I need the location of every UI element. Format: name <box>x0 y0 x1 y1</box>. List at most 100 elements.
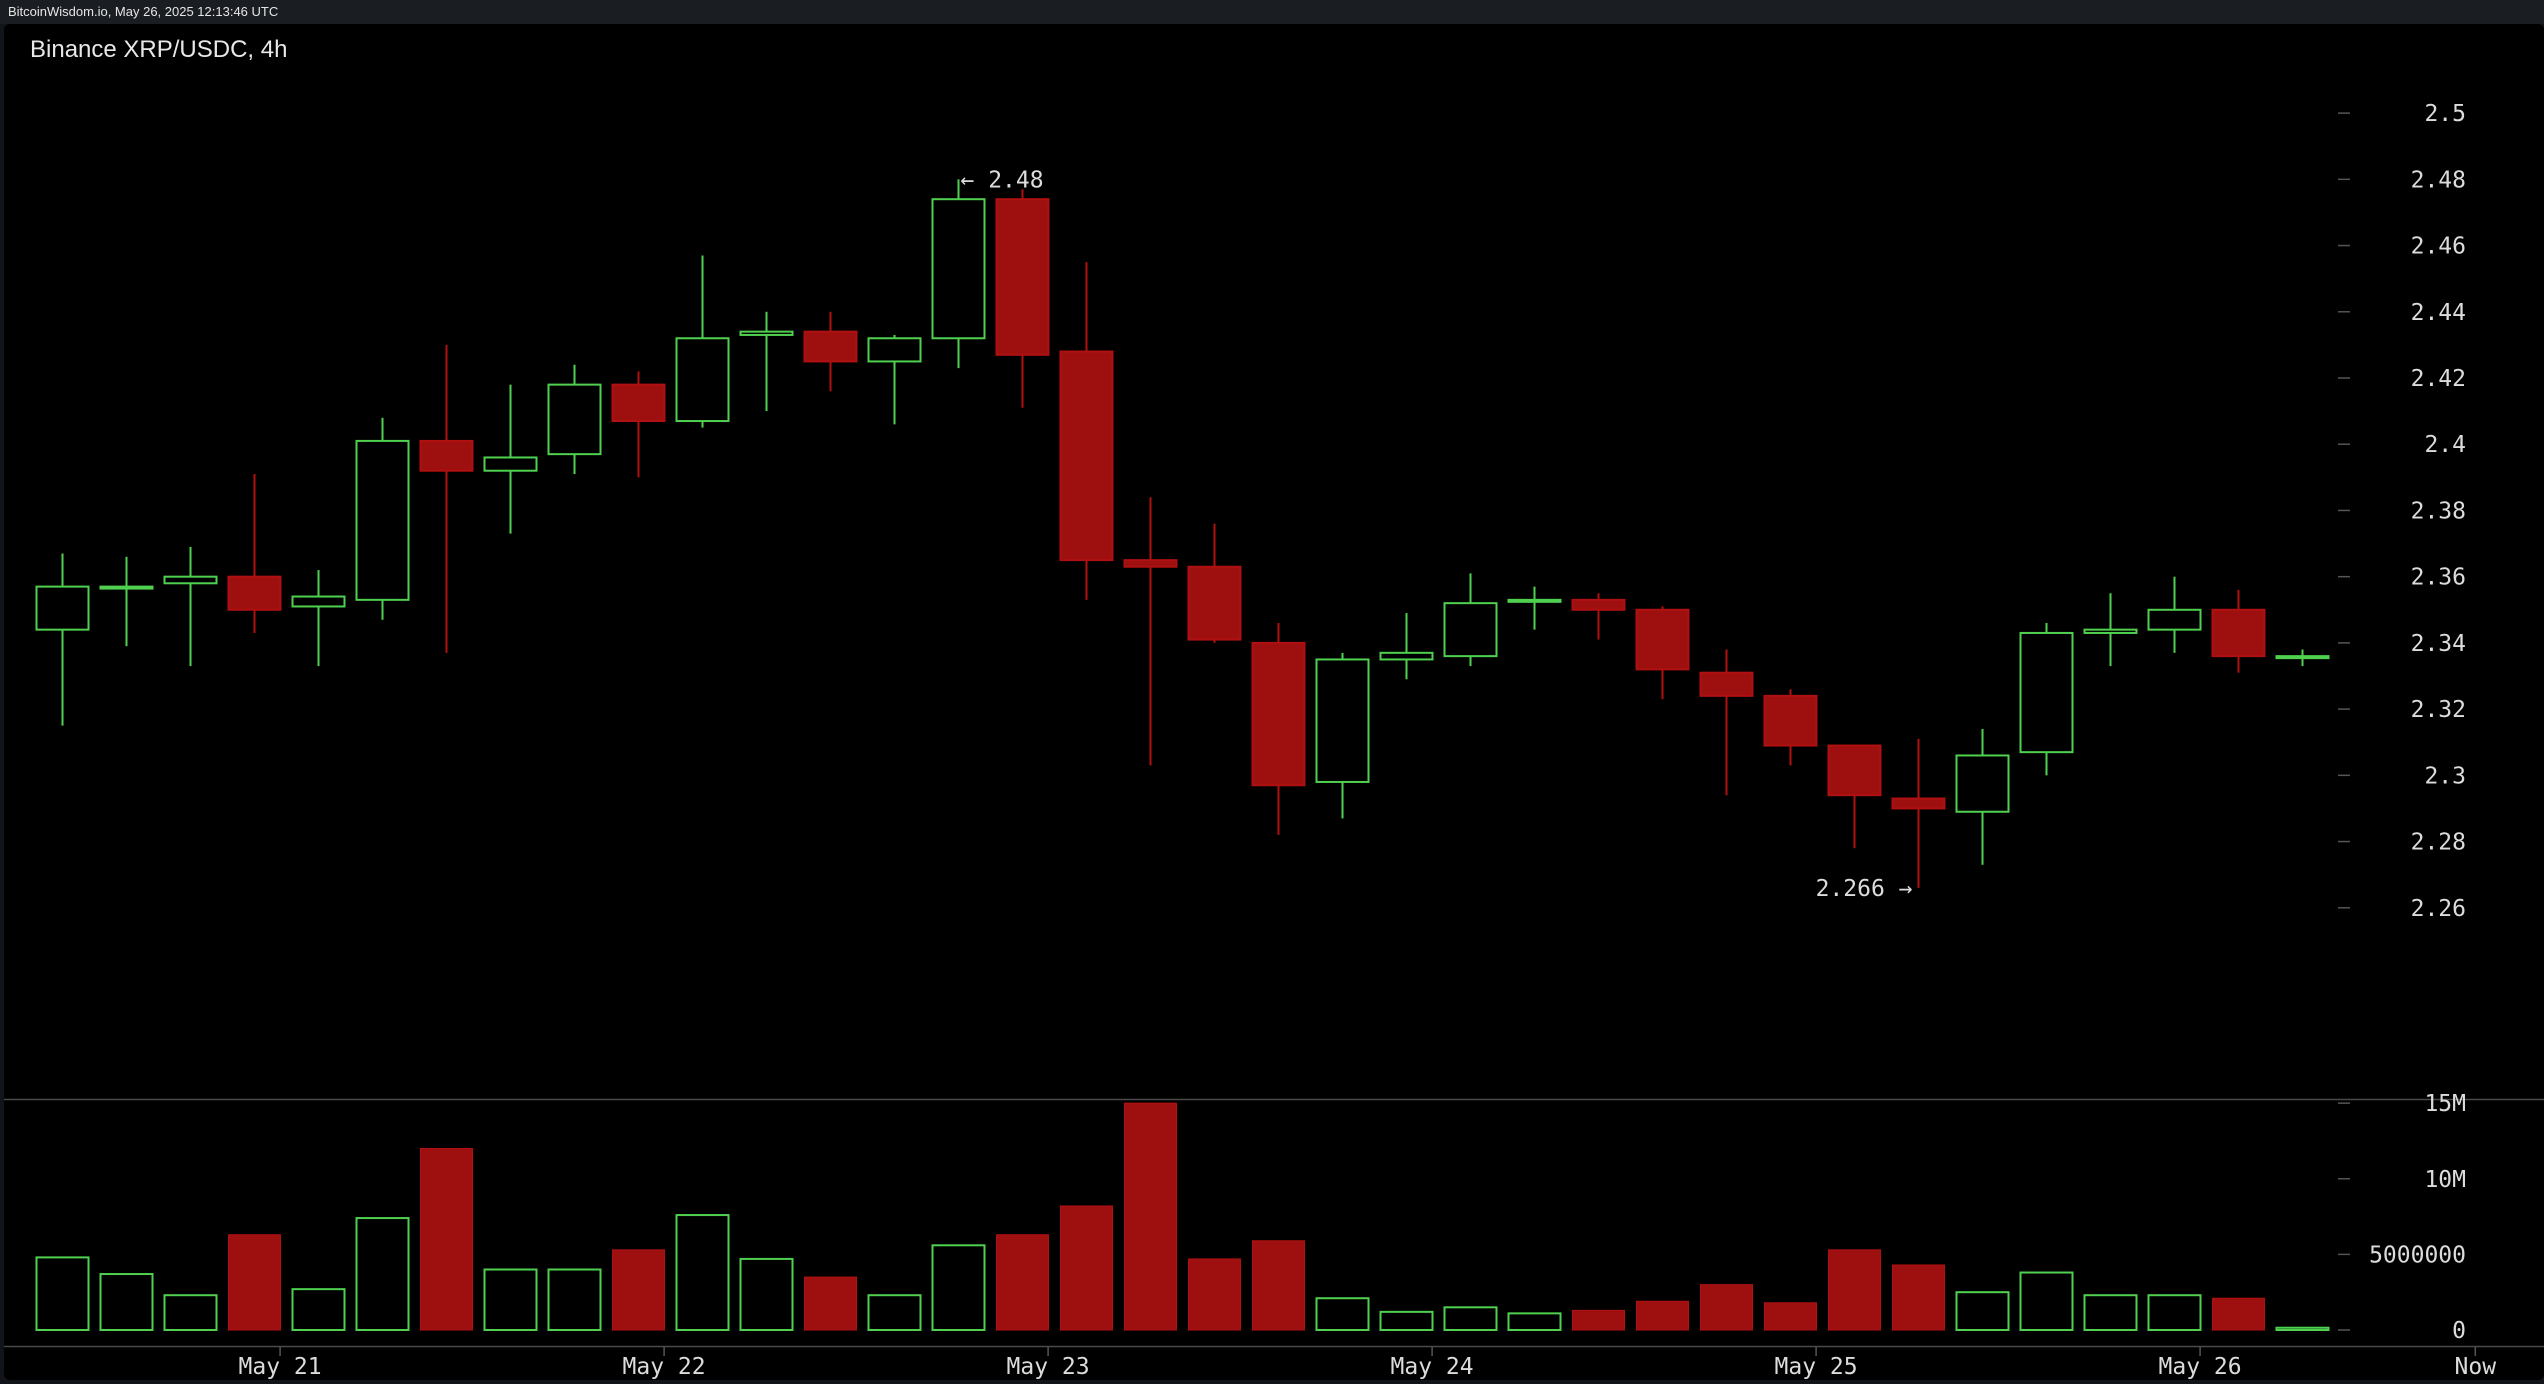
volume-tick-label: 5000000 <box>2369 1242 2466 1268</box>
candle-body <box>1379 651 1434 661</box>
x-tick-label: May 24 <box>1391 1354 1474 1380</box>
volume-bar-down <box>1700 1284 1753 1331</box>
volume-tick-label: 15M <box>2424 1091 2466 1117</box>
volume-bar-up <box>291 1288 346 1331</box>
candle-body <box>2019 631 2074 754</box>
volume-bar-up <box>547 1268 602 1331</box>
volume-bar-up <box>99 1273 154 1331</box>
volume-bar-up <box>2147 1294 2202 1332</box>
candle-up <box>867 334 922 425</box>
candle-up <box>739 311 794 412</box>
candle-body <box>419 439 474 472</box>
price-tick-label: 2.38 <box>2411 498 2466 524</box>
candle-body <box>2083 628 2138 634</box>
candle-body <box>1251 641 1306 787</box>
candle-body <box>611 383 666 423</box>
candle-up <box>1507 586 1562 630</box>
candle-down <box>227 474 282 633</box>
price-tick-label: 2.4 <box>2424 432 2466 458</box>
price-tick-label: 2.3 <box>2424 763 2466 789</box>
candle-body <box>995 198 1050 356</box>
price-tick-label: 2.44 <box>2411 300 2466 326</box>
volume-bar-up <box>355 1217 410 1331</box>
volume-bar-down <box>996 1234 1049 1331</box>
candle-up <box>1315 652 1370 819</box>
price-tick-label: 2.36 <box>2411 565 2466 591</box>
top-bar: BitcoinWisdom.io, May 26, 2025 12:13:46 … <box>0 0 2544 24</box>
candle-down <box>1699 649 1754 796</box>
volume-bar-down <box>1188 1258 1241 1331</box>
volume-bar-down <box>420 1148 473 1331</box>
price-tick-label: 2.28 <box>2411 830 2466 856</box>
source-line: BitcoinWisdom.io, May 26, 2025 12:13:46 … <box>8 4 279 19</box>
candle-body <box>1699 671 1754 697</box>
volume-bar-down <box>804 1276 857 1331</box>
volume-bar-down <box>1060 1205 1113 1331</box>
chart-title: Binance XRP/USDC, 4h <box>30 36 288 63</box>
candle-down <box>1187 523 1242 643</box>
candle-up <box>931 179 986 369</box>
volume-bar-down <box>228 1234 281 1331</box>
price-tick-label: 2.34 <box>2411 631 2466 657</box>
candle-down <box>419 344 474 653</box>
x-tick-label: May 21 <box>239 1354 322 1380</box>
volume-bar-down <box>2212 1297 2265 1331</box>
candle-body <box>1507 598 1562 603</box>
candle-body <box>1955 754 2010 813</box>
price-tick-label: 2.48 <box>2411 167 2466 193</box>
candle-body <box>547 383 602 456</box>
volume-tick-label: 10M <box>2424 1167 2466 1193</box>
x-tick-label: May 22 <box>623 1354 706 1380</box>
volume-bar-down <box>1252 1240 1305 1331</box>
candle-up <box>2019 623 2074 776</box>
candle-up <box>1955 728 2010 865</box>
candle-body <box>99 585 154 590</box>
volume-bar-down <box>1892 1264 1945 1331</box>
candle-body <box>1571 598 1626 611</box>
candle-body <box>1763 694 1818 747</box>
candle-body <box>675 337 730 423</box>
candle-up <box>1379 613 1434 680</box>
volume-bar-up <box>1379 1310 1434 1331</box>
x-tick-label: May 23 <box>1007 1354 1090 1380</box>
low-price-annotation: 2.266 → <box>1816 876 1913 902</box>
volume-bar-down <box>1124 1102 1177 1331</box>
volume-bar-down <box>1828 1249 1881 1331</box>
volume-bar-up <box>1443 1306 1498 1331</box>
candle-body <box>867 337 922 363</box>
candle-up <box>2147 576 2202 653</box>
candle-body <box>483 456 538 472</box>
chart-frame: Binance XRP/USDC, 4h 2.26 2.28 2.3 2.32 2.34… <box>4 24 2544 1380</box>
candle-body <box>2275 655 2330 660</box>
candle-down <box>995 189 1050 408</box>
volume-bar-up <box>483 1268 538 1331</box>
candle-body <box>1443 602 1498 658</box>
candle-down <box>2211 589 2266 673</box>
candle-up <box>1443 573 1498 667</box>
x-tick-label: Now <box>2455 1354 2497 1380</box>
price-tick-label: 2.5 <box>2424 101 2466 127</box>
price-tick-label: 2.42 <box>2411 366 2466 392</box>
volume-bar-up <box>35 1256 90 1332</box>
volume-bar-down <box>1636 1300 1689 1331</box>
price-tick-label: 2.32 <box>2411 697 2466 723</box>
candle-body <box>1827 744 1882 797</box>
volume-tick-label: 0 <box>2452 1318 2466 1344</box>
candle-up <box>355 417 410 620</box>
candle-body <box>163 575 218 585</box>
candle-down <box>1571 593 1626 640</box>
volume-bar-down <box>612 1249 665 1331</box>
candle-up <box>483 384 538 534</box>
volume-bar-up <box>1955 1291 2010 1331</box>
candle-down <box>1123 497 1178 766</box>
candle-body <box>2211 608 2266 658</box>
volume-bar-up <box>2019 1271 2074 1332</box>
candle-down <box>803 311 858 392</box>
candle-up <box>35 553 90 726</box>
candle-down <box>1827 744 1882 849</box>
candle-body <box>355 439 410 601</box>
candle-body <box>931 198 986 340</box>
volume-bar-up <box>163 1294 218 1332</box>
candle-up <box>99 556 154 647</box>
volume-bar-up <box>931 1244 986 1332</box>
